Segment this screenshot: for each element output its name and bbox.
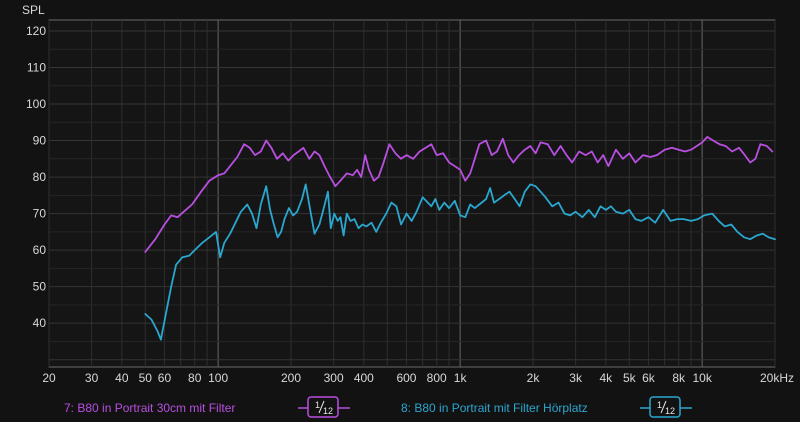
x-tick-label: 5k <box>623 371 637 385</box>
y-tick-label: 100 <box>26 97 46 111</box>
x-tick-label: 30 <box>85 371 99 385</box>
x-tick-label: 8k <box>672 371 686 385</box>
y-tick-label: 110 <box>27 60 46 74</box>
x-tick-label: 20kHz <box>760 371 794 385</box>
legend: 7: B80 in Portrait 30cm mit Filter 112 8: … <box>64 396 692 418</box>
y-tick-label: 90 <box>33 134 47 148</box>
series-line-2 <box>144 183 776 341</box>
series-line-1 <box>144 136 774 253</box>
plot-area <box>48 19 776 368</box>
x-tick-label: 80 <box>188 371 202 385</box>
x-tick-label: 60 <box>158 371 172 385</box>
grid <box>48 20 776 367</box>
y-tick-label: 50 <box>33 280 47 294</box>
x-tick-label: 50 <box>139 371 153 385</box>
x-tick-label: 20 <box>42 371 56 385</box>
x-tick-label: 6k <box>642 371 656 385</box>
smoothing-badge-1[interactable]: 112 <box>298 396 350 418</box>
x-tick-label: 800 <box>427 371 447 385</box>
y-tick-label: 60 <box>33 243 47 257</box>
smoothing-denominator: 12 <box>323 406 333 416</box>
smoothing-denominator: 12 <box>665 406 675 416</box>
smoothing-badge-2[interactable]: 112 <box>640 396 692 418</box>
x-tick-label: 400 <box>354 371 374 385</box>
x-tick-label: 300 <box>324 371 344 385</box>
legend-entry-1: 7: B80 in Portrait 30cm mit Filter <box>64 401 235 415</box>
x-tick-label: 4k <box>600 371 614 385</box>
y-axis: 40 50 60 70 80 90 100 110 120 <box>26 24 46 330</box>
y-tick-label: 70 <box>33 207 47 221</box>
smoothing-numerator: 1 <box>657 400 662 410</box>
x-tick-label: 40 <box>115 371 129 385</box>
x-axis: 20 30 40 50 60 80 100 200 300 400 600 800 1k 2k 3k 4k 5k… <box>42 371 794 385</box>
series-lines <box>144 136 776 341</box>
x-tick-label: 100 <box>208 371 228 385</box>
y-tick-label: 80 <box>33 170 47 184</box>
smoothing-numerator: 1 <box>315 400 320 410</box>
x-tick-label: 3k <box>569 371 583 385</box>
y-tick-label: 40 <box>33 316 47 330</box>
x-tick-label: 600 <box>396 371 416 385</box>
x-tick-label: 200 <box>281 371 301 385</box>
legend-entry-2: 8: B80 in Portrait mit Filter Hörplatz <box>401 401 588 415</box>
y-axis-label: SPL <box>22 3 45 17</box>
y-tick-label: 120 <box>26 24 46 38</box>
x-tick-label: 2k <box>527 371 541 385</box>
x-tick-label: 1k <box>454 371 468 385</box>
x-tick-label: 10k <box>692 371 712 385</box>
